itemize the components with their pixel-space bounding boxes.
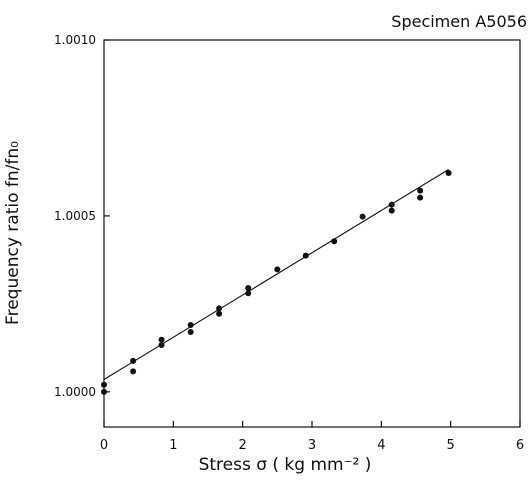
data-point — [274, 266, 280, 272]
x-tick-label: 3 — [308, 438, 316, 453]
data-point — [159, 342, 165, 348]
data-point — [360, 214, 366, 220]
y-tick-label: 1.0000 — [54, 385, 96, 399]
data-point — [245, 285, 251, 291]
data-point — [159, 337, 165, 343]
data-point — [130, 358, 136, 364]
data-point — [216, 311, 222, 317]
data-point — [446, 170, 452, 176]
data-point — [389, 202, 395, 208]
data-point — [303, 253, 309, 259]
chart-title: Specimen A5056 — [391, 12, 527, 31]
data-point — [245, 290, 251, 296]
x-tick-label: 6 — [516, 438, 524, 453]
x-axis-title: Stress σ ( kg mm⁻² ) — [199, 455, 372, 475]
data-point — [130, 368, 136, 374]
data-point — [389, 208, 395, 214]
data-point — [188, 329, 194, 335]
x-tick-label: 0 — [100, 438, 108, 453]
data-point — [101, 382, 107, 388]
x-tick-label: 2 — [239, 438, 247, 453]
data-point — [417, 195, 423, 201]
x-tick-label: 5 — [447, 438, 455, 453]
x-tick-label: 4 — [377, 438, 385, 453]
x-tick-label: 1 — [169, 438, 177, 453]
data-point — [331, 238, 337, 244]
data-point — [417, 188, 423, 194]
data-point — [216, 305, 222, 311]
data-point — [101, 389, 107, 395]
y-axis-title: Frequency ratio fn/fn₀ — [3, 141, 23, 325]
y-tick-label: 1.0010 — [54, 33, 96, 47]
data-point — [188, 322, 194, 328]
y-tick-label: 1.0005 — [54, 209, 96, 223]
